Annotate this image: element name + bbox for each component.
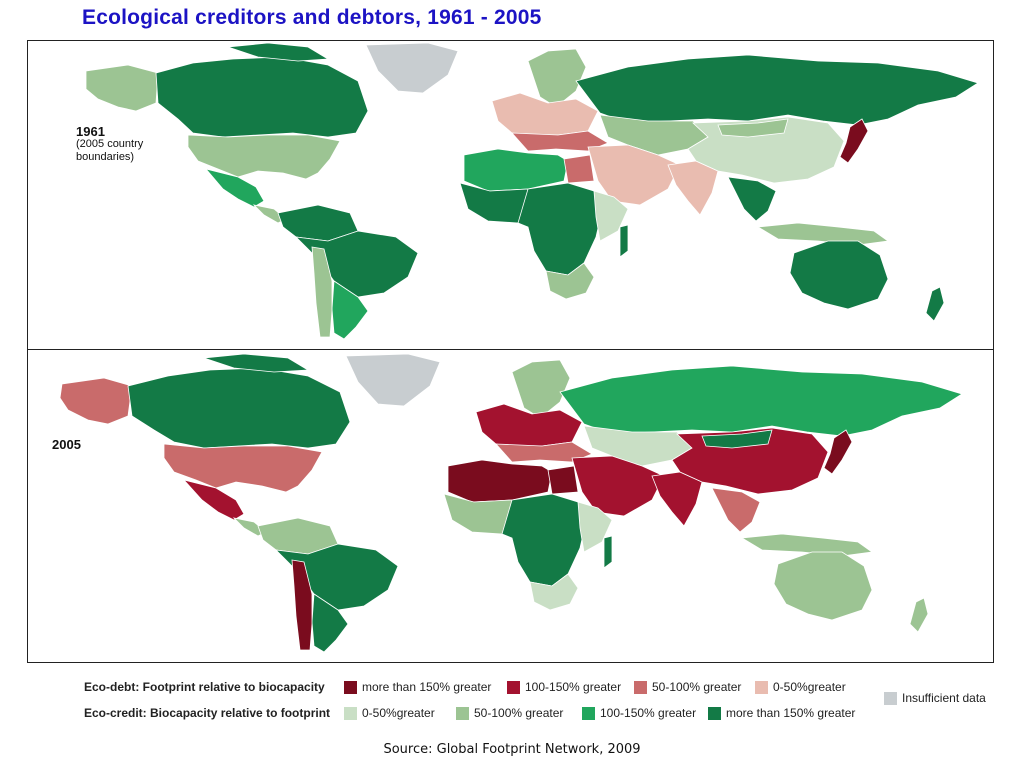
region-southern-cone <box>311 593 349 653</box>
region-chile <box>311 246 333 338</box>
region-scandinavia <box>511 359 571 419</box>
region-usa <box>187 134 341 180</box>
legend-eco-debt-title: Eco-debt: Footprint relative to biocapac… <box>84 680 325 694</box>
region-middle-east <box>571 455 665 517</box>
region-alaska <box>59 377 133 425</box>
legend-swatch <box>755 680 768 694</box>
region-australia <box>773 551 873 621</box>
source-caption: Source: Global Footprint Network, 2009 <box>383 742 641 757</box>
legend-label: 0-50%greater <box>362 706 435 720</box>
region-india <box>651 471 703 527</box>
legend-swatch <box>344 706 357 720</box>
legend-item-debt-50-100: 50-100% greater <box>634 679 741 695</box>
region-mexico <box>182 479 245 521</box>
legend-swatch <box>507 680 520 694</box>
region-canada <box>127 367 351 449</box>
legend-label: more than 150% greater <box>362 680 492 694</box>
map-note-line: (2005 country <box>76 138 144 150</box>
region-north-africa <box>463 148 569 192</box>
map-year-label: 2005 <box>52 437 81 452</box>
legend-item-credit-0-50: 0-50%greater <box>344 705 435 721</box>
legend-item-debt-gt150: more than 150% greater <box>344 679 491 695</box>
legend-swatch <box>884 691 897 705</box>
legend-label: 100-150% greater <box>525 680 622 694</box>
region-middle-east <box>587 144 681 206</box>
region-indonesia <box>740 533 874 557</box>
world-map-2005 <box>59 353 963 653</box>
region-russia <box>559 365 963 437</box>
legend-swatch <box>708 706 721 720</box>
region-new-zealand <box>925 286 945 322</box>
region-mongolia <box>701 429 773 449</box>
map-panel-1961: 1961 (2005 country boundaries) <box>27 40 994 350</box>
legend-item-credit-100-150: 100-150% greater <box>582 705 696 721</box>
region-southeast-asia <box>711 487 761 533</box>
legend-item-debt-0-50: 0-50%greater <box>755 679 846 695</box>
region-egypt <box>563 154 595 184</box>
map-year-label: 1961 <box>76 124 105 139</box>
world-map-1961 <box>85 42 979 340</box>
region-southern-cone <box>331 280 369 340</box>
legend-swatch <box>456 706 469 720</box>
legend-swatch <box>344 680 357 694</box>
legend-label: 100-150% greater <box>600 706 697 720</box>
legend-item-insufficient: Insufficient data <box>884 690 986 706</box>
region-alaska <box>85 64 159 112</box>
region-central-africa <box>517 182 603 276</box>
legend-label: 50-100% greater <box>652 680 742 694</box>
region-new-zealand <box>909 597 929 633</box>
region-north-africa <box>447 459 553 503</box>
legend-item-credit-50-100: 50-100% greater <box>456 705 563 721</box>
region-mongolia <box>717 118 789 138</box>
region-madagascar <box>603 535 613 569</box>
map-regions <box>59 353 963 653</box>
legend-eco-credit-title: Eco-credit: Biocapacity relative to foot… <box>84 706 331 720</box>
region-east-africa <box>593 190 629 242</box>
map-label-1961: 1961 (2005 country boundaries) <box>76 125 143 164</box>
region-indonesia <box>756 222 890 246</box>
region-mexico <box>204 168 265 208</box>
legend-swatch <box>582 706 595 720</box>
legend-label: more than 150% greater <box>726 706 856 720</box>
region-japan <box>839 118 869 164</box>
region-egypt <box>547 465 579 495</box>
legend-label: 0-50%greater <box>773 680 846 694</box>
region-india <box>667 160 719 216</box>
region-southern-africa <box>545 262 595 300</box>
region-southern-africa <box>529 573 579 611</box>
region-chile <box>291 559 313 651</box>
map-note-line: boundaries) <box>76 151 135 163</box>
map-regions <box>85 42 979 340</box>
legend-item-credit-gt150: more than 150% greater <box>708 705 855 721</box>
legend-swatch <box>634 680 647 694</box>
region-east-africa <box>577 501 613 553</box>
region-australia <box>789 240 889 310</box>
legend: Eco-debt: Footprint relative to biocapac… <box>0 672 1024 732</box>
map-label-2005: 2005 <box>52 438 81 451</box>
region-scandinavia <box>527 48 587 108</box>
map-panel-2005: 2005 <box>27 349 994 663</box>
region-madagascar <box>619 224 629 258</box>
legend-item-debt-100-150: 100-150% greater <box>507 679 621 695</box>
region-canada <box>155 56 369 138</box>
region-central-africa <box>501 493 587 587</box>
region-russia <box>575 54 979 126</box>
region-southeast-asia <box>727 176 777 222</box>
region-greenland <box>365 42 459 94</box>
region-usa <box>163 443 323 493</box>
region-canada-islands <box>227 42 330 62</box>
page-title: Ecological creditors and debtors, 1961 -… <box>82 6 542 29</box>
legend-label: 50-100% greater <box>474 706 564 720</box>
region-japan <box>823 429 853 475</box>
region-canada-islands <box>203 353 310 373</box>
legend-label: Insufficient data <box>902 691 986 705</box>
region-greenland <box>345 353 441 407</box>
